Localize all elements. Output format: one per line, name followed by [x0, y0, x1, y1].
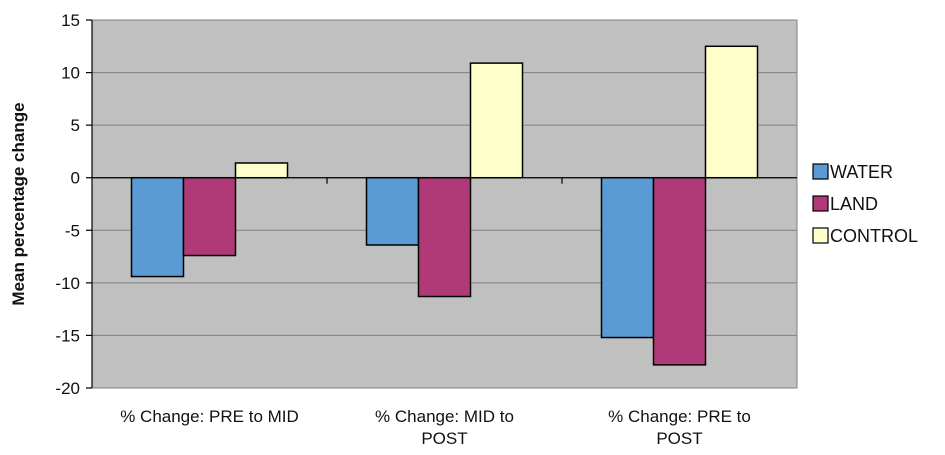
- category-label-1: % Change: PRE to MID: [120, 407, 299, 426]
- y-tick-label: 15: [61, 11, 80, 30]
- bar-control-2: [469, 62, 524, 179]
- y-tick-label: 0: [71, 169, 80, 188]
- axes: [86, 19, 797, 389]
- legend-label-water: WATER: [830, 162, 893, 182]
- legend: WATER LAND CONTROL: [812, 162, 918, 246]
- bar-control-3: [704, 45, 759, 179]
- legend-swatch-control: [812, 227, 829, 244]
- bar-land-1: [182, 176, 237, 257]
- y-tick-label: -10: [55, 274, 80, 293]
- category-labels: % Change: PRE to MID % Change: MID to POST…: [120, 407, 751, 448]
- category-label-2: % Change: MID to: [375, 407, 514, 426]
- y-axis-label: Mean percentage change: [9, 102, 28, 305]
- legend-swatch-water: [812, 163, 829, 180]
- category-label-2: POST: [421, 429, 467, 448]
- legend-label-control: CONTROL: [830, 226, 918, 246]
- bar-land-2: [417, 176, 472, 298]
- y-tick-label: -5: [65, 221, 80, 240]
- y-tick-label: 10: [61, 64, 80, 83]
- y-tick-labels: 15 10 5 0 -5 -10 -15 -20: [55, 11, 80, 398]
- legend-swatch-land: [812, 195, 829, 212]
- y-tick-label: -15: [55, 326, 80, 345]
- bar-water-3: [600, 176, 655, 339]
- bar-control-1: [234, 162, 289, 179]
- y-tick-label: 5: [71, 116, 80, 135]
- bar-water-1: [130, 176, 185, 278]
- category-label-3: % Change: PRE to: [608, 407, 751, 426]
- bar-land-3: [652, 176, 707, 366]
- bar-water-2: [365, 176, 420, 246]
- y-tick-label: -20: [55, 379, 80, 398]
- category-label-3: POST: [656, 429, 702, 448]
- legend-label-land: LAND: [830, 194, 878, 214]
